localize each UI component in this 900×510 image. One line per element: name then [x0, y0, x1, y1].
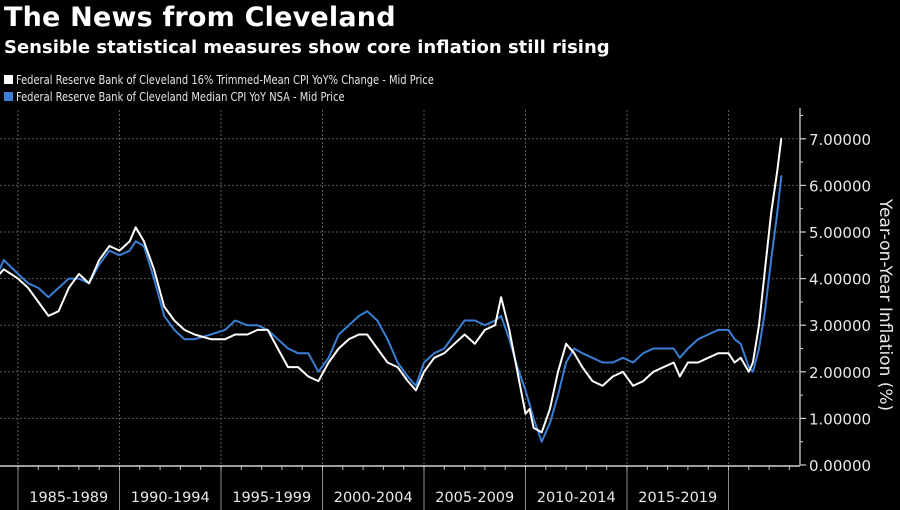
legend-label-trimmed-mean: Federal Reserve Bank of Cleveland 16% Tr… — [16, 72, 434, 87]
y-tick-label: 2.00000 — [809, 364, 871, 382]
y-tick-label: 1.00000 — [809, 410, 871, 428]
legend-swatch-median — [4, 92, 13, 101]
chart-subtitle: Sensible statistical measures show core … — [4, 37, 610, 58]
x-tick-label: 1990-1994 — [131, 490, 210, 506]
series-line-median — [0, 175, 783, 443]
x-tick-label: 2010-2014 — [537, 490, 616, 506]
legend-item-trimmed-mean: Federal Reserve Bank of Cleveland 16% Tr… — [4, 71, 491, 88]
x-tick-label: 1995-1999 — [232, 490, 311, 506]
chart-title: The News from Cleveland — [4, 2, 396, 33]
y-tick-label: 0.00000 — [809, 457, 871, 475]
x-tick-label: 2000-2004 — [334, 490, 413, 506]
legend-swatch-trimmed-mean — [4, 75, 13, 84]
y-axis: 0.00000 1.00000 2.00000 3.00000 4.00000 5.000… — [799, 108, 871, 475]
series-group — [0, 137, 783, 443]
legend-item-median: Federal Reserve Bank of Cleveland Median… — [4, 88, 491, 105]
series-line-trimmed-mean — [0, 137, 783, 434]
x-tick-label: 1985-1989 — [29, 490, 108, 506]
x-tick-label: 2005-2009 — [435, 490, 514, 506]
y-tick-label: 4.00000 — [809, 271, 871, 289]
x-axis: 1985-1989 1990-1994 1995-1999 2000-2004 2005… — [0, 465, 800, 510]
legend: Federal Reserve Bank of Cleveland 16% Tr… — [4, 71, 491, 105]
y-tick-label: 5.00000 — [809, 224, 871, 242]
y-tick-label: 7.00000 — [809, 131, 871, 149]
x-tick-label: 2015-2019 — [638, 490, 717, 506]
grid — [0, 110, 800, 465]
y-axis-title: Year-on-Year Inflation (%) — [875, 198, 895, 411]
legend-label-median: Federal Reserve Bank of Cleveland Median… — [16, 89, 345, 104]
y-tick-label: 3.00000 — [809, 317, 871, 335]
y-tick-label: 6.00000 — [809, 177, 871, 195]
